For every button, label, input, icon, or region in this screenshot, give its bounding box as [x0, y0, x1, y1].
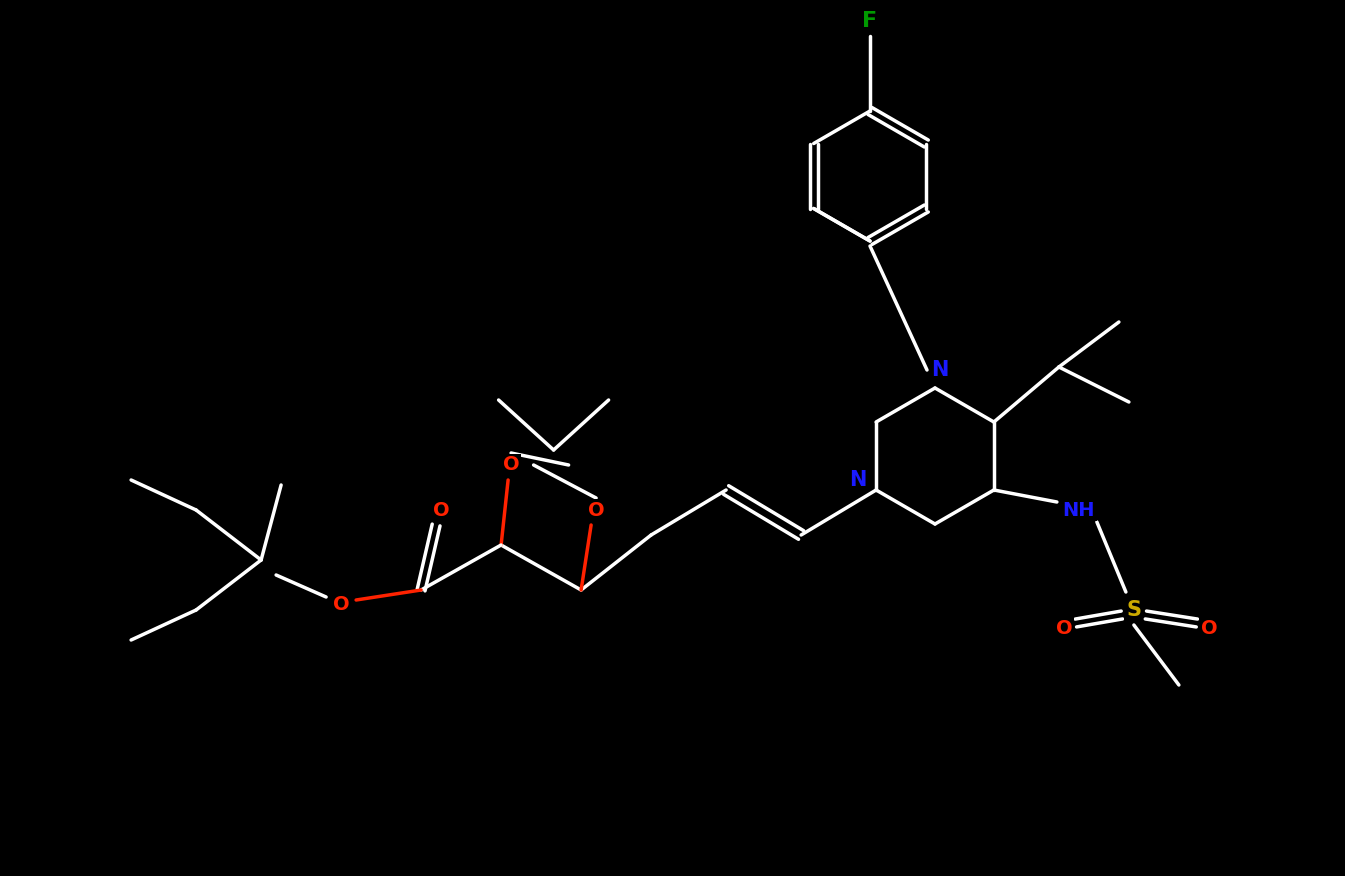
- Text: O: O: [588, 500, 604, 519]
- Text: O: O: [1201, 618, 1217, 638]
- Text: S: S: [1126, 600, 1142, 620]
- Text: F: F: [862, 11, 877, 31]
- Text: O: O: [332, 596, 350, 614]
- Text: NH: NH: [1063, 500, 1095, 519]
- Text: N: N: [931, 360, 948, 380]
- Text: O: O: [1056, 618, 1072, 638]
- Text: N: N: [850, 470, 866, 490]
- Text: O: O: [503, 456, 519, 475]
- Text: O: O: [433, 500, 449, 519]
